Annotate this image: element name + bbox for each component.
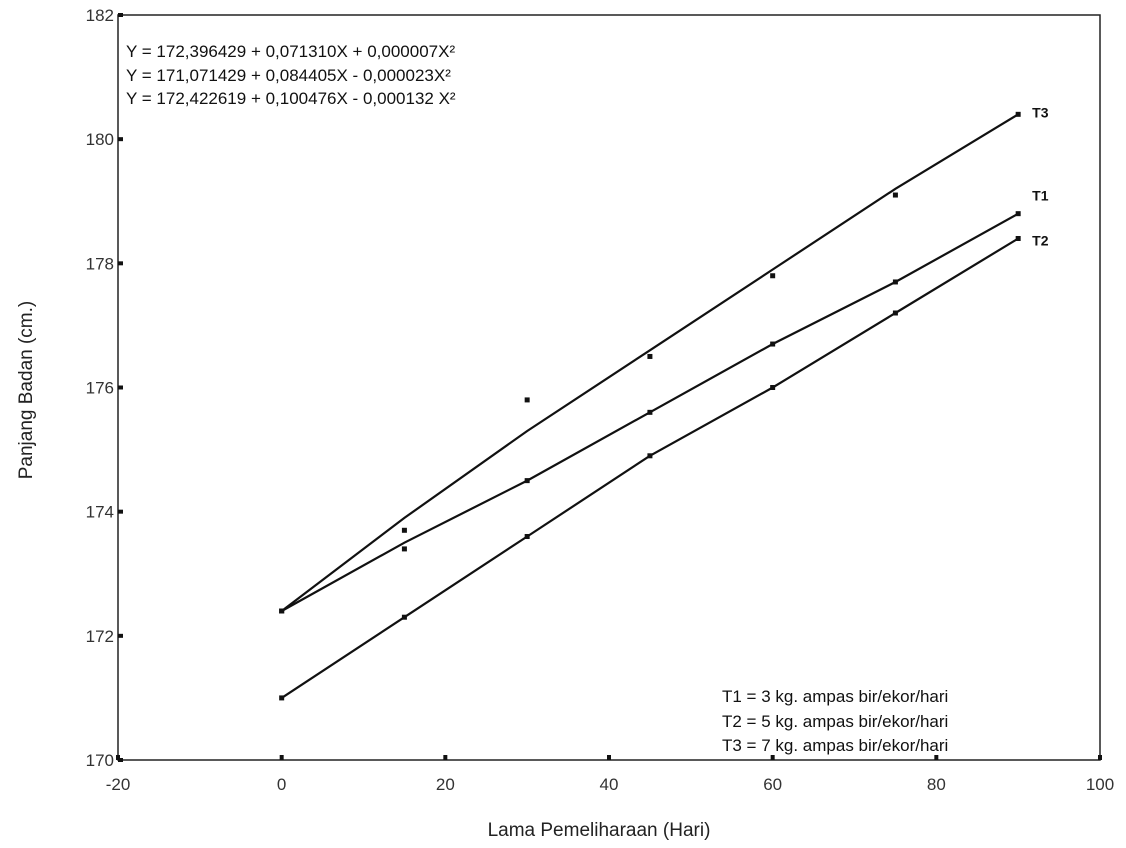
series-label-t3: T3 <box>1032 104 1049 120</box>
series-t2: T2 <box>279 233 1049 701</box>
series-t1: T1 <box>279 188 1049 614</box>
equation-1: Y = 172,396429 + 0,071310X + 0,000007X² <box>126 42 455 61</box>
x-axis-title: Lama Pemeliharaan (Hari) <box>488 820 711 841</box>
x-tick-label: 20 <box>436 775 455 794</box>
data-point-t2 <box>770 385 776 390</box>
legend-item-t3: T3 = 7 kg. ampas bir/ekor/hari <box>722 736 948 755</box>
legend: T1 = 3 kg. ampas bir/ekor/hari T2 = 5 kg… <box>722 687 948 755</box>
y-tick-label: 172 <box>86 627 114 646</box>
series-label-t2: T2 <box>1032 233 1049 249</box>
data-point-t3 <box>770 273 776 279</box>
data-point-t1 <box>401 546 407 552</box>
axis-ticks: -20 0 20 40 60 80 100 170 172 174 176 178 180 182 <box>86 6 1115 794</box>
y-axis-title: Panjang Badan (cm.) <box>16 301 37 480</box>
data-point-t2 <box>892 310 898 316</box>
y-tick-label: 170 <box>86 751 114 770</box>
series-label-t1: T1 <box>1032 188 1049 204</box>
x-tick-label: 100 <box>1086 775 1114 794</box>
y-tick-label: 176 <box>86 379 114 398</box>
data-point-t1 <box>647 409 653 415</box>
y-tick-label: 174 <box>86 503 114 522</box>
y-tick-label: 182 <box>86 6 114 25</box>
data-point-t1 <box>524 478 530 484</box>
series-t3: T3 <box>279 104 1049 614</box>
data-point-t3 <box>524 397 530 403</box>
data-point-t2 <box>279 695 285 701</box>
data-point-t3 <box>401 527 407 533</box>
x-tick-label: -20 <box>106 775 131 794</box>
y-tick-label: 178 <box>86 254 114 273</box>
data-point-t3 <box>1015 111 1021 117</box>
data-point-t2 <box>524 534 530 539</box>
x-tick-label: 80 <box>927 775 946 794</box>
equation-2: Y = 171,071429 + 0,084405X - 0,000023X² <box>126 66 451 85</box>
data-point-t2 <box>1015 236 1021 241</box>
x-tick-label: 60 <box>763 775 782 794</box>
equations: Y = 172,396429 + 0,071310X + 0,000007X² … <box>126 42 456 108</box>
data-point-t3 <box>279 608 285 614</box>
data-point-t2 <box>401 614 407 620</box>
data-point-t3 <box>647 353 653 359</box>
series-group: T1 T2 T3 <box>279 104 1049 701</box>
data-point-t1 <box>892 279 898 285</box>
y-tick-label: 180 <box>86 130 114 149</box>
series-line-t3 <box>281 113 1019 612</box>
data-point-t2 <box>647 453 653 459</box>
data-point-t1 <box>770 341 776 347</box>
plot-area <box>117 14 1101 761</box>
data-point-t3 <box>892 192 898 198</box>
x-tick-label: 0 <box>277 775 286 794</box>
series-line-t2 <box>281 237 1019 699</box>
data-point-t1 <box>1015 211 1021 217</box>
legend-item-t2: T2 = 5 kg. ampas bir/ekor/hari <box>722 712 948 731</box>
legend-item-t1: T1 = 3 kg. ampas bir/ekor/hari <box>722 687 948 706</box>
equation-3: Y = 172,422619 + 0,100476X - 0,000132 X² <box>126 89 456 108</box>
x-tick-label: 40 <box>600 775 619 794</box>
